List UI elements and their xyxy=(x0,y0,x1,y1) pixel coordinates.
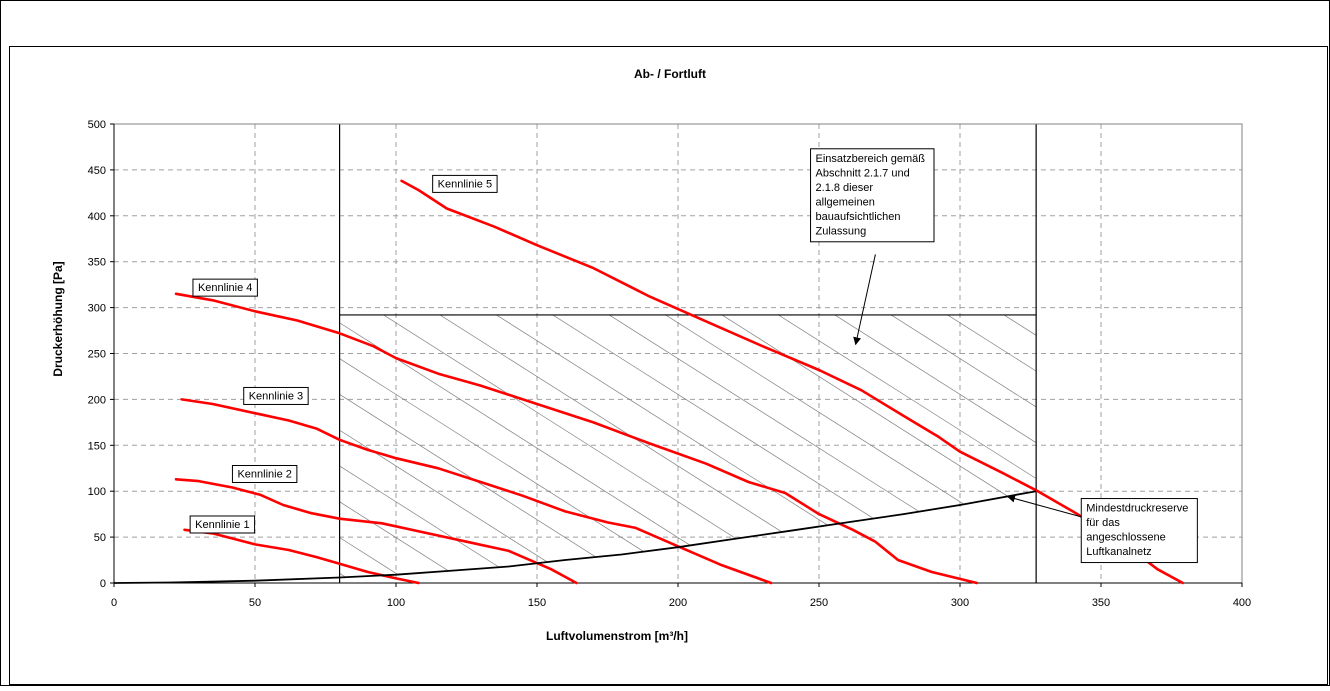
hatch-line xyxy=(496,314,1017,578)
annotation-einsatzbereich-line-6: Zulassung xyxy=(816,225,867,237)
series-label-text-3: Kennlinie 3 xyxy=(249,390,303,402)
x-axis-title: Luftvolumenstrom [m³/h] xyxy=(546,629,688,643)
x-tick-label-0: 0 xyxy=(111,597,117,609)
y-tick-label-300: 300 xyxy=(88,303,106,315)
series-label-box-5 xyxy=(432,174,498,193)
y-tick-label-50: 50 xyxy=(94,532,106,544)
y-tick-label-250: 250 xyxy=(88,349,106,361)
y-axis-title: Druckerhöhung [Pa] xyxy=(51,261,65,376)
series-label-5: Kennlinie 5 xyxy=(432,174,498,193)
hatch-line xyxy=(339,314,848,578)
hatch-line xyxy=(439,314,961,578)
y-tick-label-100: 100 xyxy=(88,486,106,498)
series-label-text-5: Kennlinie 5 xyxy=(438,178,492,190)
y-tick-labels: 0 50 100 150 200 250 300 350 400 450 500 xyxy=(88,119,114,590)
chart-area-border xyxy=(9,46,1328,685)
hatch-line xyxy=(891,314,1037,578)
x-tick-label-100: 100 xyxy=(387,597,405,609)
annotation-einsatzbereich-line-1: Einsatzbereich gemäß xyxy=(816,153,926,165)
series-label-text-4: Kennlinie 4 xyxy=(198,282,252,294)
series-line-5 xyxy=(400,179,1185,585)
x-tick-label-150: 150 xyxy=(528,597,546,609)
x-tick-label-300: 300 xyxy=(951,597,969,609)
hatch-line xyxy=(339,314,679,578)
y-tick-label-500: 500 xyxy=(88,119,106,131)
annotation-einsatzbereich-line-2: Abschnitt 2.1.7 und xyxy=(816,167,910,179)
series-label-text-2: Kennlinie 2 xyxy=(237,468,291,480)
hatch-line xyxy=(383,314,904,578)
annotation-einsatzbereich-arrow xyxy=(853,254,876,346)
y-tick-label-0: 0 xyxy=(100,578,106,590)
x-tick-label-250: 250 xyxy=(810,597,828,609)
annotation-mindestdruckreserve-line-4: Luftkanalnetz xyxy=(1086,546,1151,558)
hatch-line xyxy=(721,314,1037,578)
chart-title: Ab- / Fortluft xyxy=(634,67,706,81)
series-label-box-3 xyxy=(243,386,309,405)
usage-region-border xyxy=(339,124,1037,583)
hatch-line xyxy=(778,314,1037,578)
performance-curves xyxy=(174,179,1185,585)
series-line-2 xyxy=(174,478,578,585)
annotation-einsatzbereich-line-4: allgemeinen xyxy=(816,196,875,208)
series-label-box-2 xyxy=(231,464,298,483)
annotation-mindestdruckreserve-line-2: für das xyxy=(1086,517,1120,529)
y-tick-label-150: 150 xyxy=(88,440,106,452)
y-tick-label-450: 450 xyxy=(88,165,106,177)
y-tick-label-400: 400 xyxy=(88,211,106,223)
x-tick-labels: 0 50 100 150 200 250 300 350 400 xyxy=(111,583,1251,609)
hatch-line xyxy=(552,314,1037,578)
series-line-1 xyxy=(183,528,420,585)
x-tick-label-200: 200 xyxy=(669,597,687,609)
annotation-mindestdruckreserve-line-3: angeschlossene xyxy=(1086,532,1166,544)
annotation-einsatzbereich-line-5: bauaufsichtlichen xyxy=(816,211,901,223)
series-line-3 xyxy=(180,398,773,585)
series-label-box-4 xyxy=(192,278,258,297)
annotation-mindestdruckreserve-line-1: Mindestdruckreserve xyxy=(1086,503,1188,515)
series-label-text-1: Kennlinie 1 xyxy=(195,519,249,531)
hatch-line xyxy=(339,314,622,578)
y-tick-label-200: 200 xyxy=(88,394,106,406)
series-label-4: Kennlinie 4 xyxy=(192,278,258,297)
series-labels: Kennlinie 1 Kennlinie 2 Kennlinie 3 Kennlin… xyxy=(189,174,498,534)
annotation-mindestdruckreserve: Mindestdruckreserve für das angeschlossene… xyxy=(1006,494,1198,564)
series-label-1: Kennlinie 1 xyxy=(189,515,256,534)
series-label-3: Kennlinie 3 xyxy=(243,386,309,405)
annotation-mindestdruckreserve-box xyxy=(1080,498,1198,564)
series-label-2: Kennlinie 2 xyxy=(231,464,298,483)
annotation-einsatzbereich: Einsatzbereich gemäß Abschnitt 2.1.7 und 2… xyxy=(810,148,935,346)
hatch-line xyxy=(834,314,1037,578)
reserve-line xyxy=(113,490,1037,584)
series-line-4 xyxy=(174,292,979,585)
series-label-box-1 xyxy=(189,515,256,534)
x-tick-label-400: 400 xyxy=(1233,597,1251,609)
annotation-mindestdruckreserve-arrow xyxy=(1006,494,1082,518)
hatch-line xyxy=(339,314,791,578)
y-tick-label-350: 350 xyxy=(88,257,106,269)
minimum-pressure-reserve-curve xyxy=(113,490,1037,584)
x-tick-label-350: 350 xyxy=(1092,597,1110,609)
hatch-line xyxy=(609,314,1037,578)
x-tick-label-50: 50 xyxy=(249,597,261,609)
hatch-line xyxy=(665,314,1037,578)
annotation-einsatzbereich-box xyxy=(810,148,935,243)
annotations: Einsatzbereich gemäß Abschnitt 2.1.7 und 2… xyxy=(810,148,1198,564)
hatch-line xyxy=(947,314,1037,578)
annotation-einsatzbereich-line-3: 2.1.8 dieser xyxy=(816,182,874,194)
